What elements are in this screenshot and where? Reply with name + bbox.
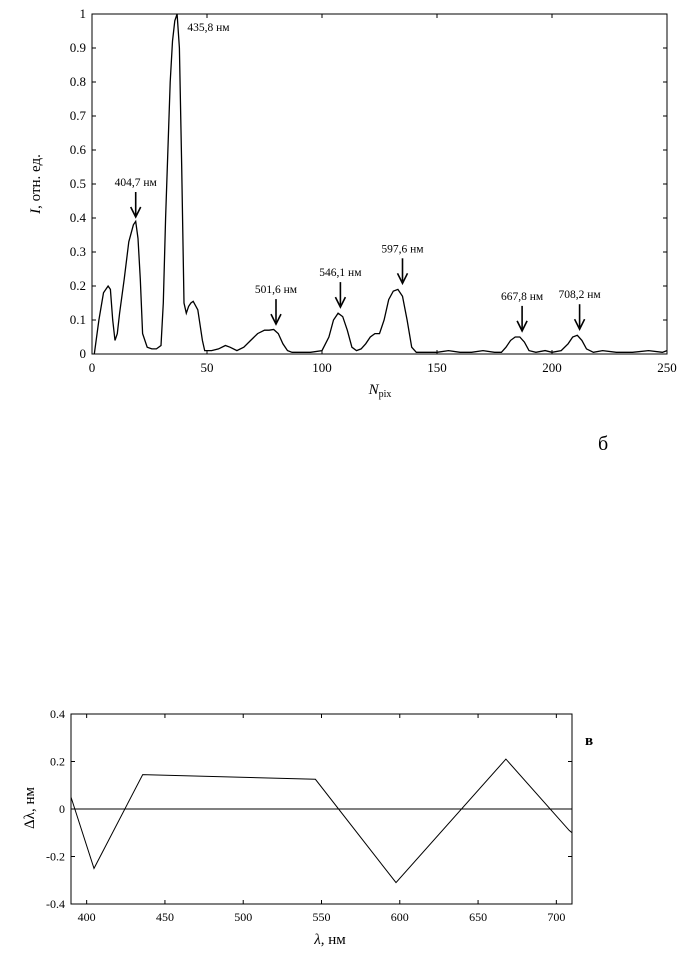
x-tick-label: 550 [313,910,331,924]
error-xlabel: λ, нм [313,932,346,948]
y-tick-label: 0 [59,802,65,816]
peak-label: 501,6 нм [255,284,298,296]
x-tick-label: 100 [312,360,332,375]
peak-label: 404,7 нм [115,177,158,189]
y-tick-label: 0.2 [70,278,86,293]
y-tick-label: 0.4 [50,707,65,721]
y-tick-label: -0.4 [46,897,65,911]
x-tick-label: 700 [547,910,565,924]
peak-label: 546,1 нм [319,267,362,279]
peak-arrow-head [334,296,347,309]
peak-arrow-head [573,318,586,331]
spectrum-ylabel: I, отн. ед. [28,154,44,215]
x-tick-label: 450 [156,910,174,924]
panel-label-b: б [598,433,608,455]
spectrum-xlabel: Npix [368,382,392,400]
y-tick-label: 0.8 [70,74,86,89]
x-tick-label: 150 [427,360,447,375]
error-ylabel: Δλ, нм [22,787,38,829]
peak-label: 597,6 нм [381,243,424,255]
y-tick-label: 0.4 [70,210,87,225]
x-tick-label: 500 [234,910,252,924]
peak-arrow-head [129,206,142,219]
peak-label: 708,2 нм [559,289,602,301]
peak-arrow-head [396,272,409,286]
y-tick-label: 0.6 [70,142,87,157]
x-tick-label: 50 [201,360,214,375]
x-tick-label: 400 [78,910,96,924]
y-tick-label: 0.9 [70,40,86,55]
y-tick-label: 1 [80,6,87,21]
y-tick-label: 0.1 [70,312,86,327]
x-tick-label: 0 [89,360,96,375]
x-tick-label: 200 [542,360,562,375]
spectrum-chart: 0 50 100 150 200 250 0 0.1 0.2 0.3 0.4 0.5 0.6 0.7 0.8… [28,6,677,455]
y-tick-label: 0.5 [70,176,86,191]
y-tick-label: -0.2 [46,850,65,864]
panel-label-v: в [585,733,593,749]
y-tick-label: 0.7 [70,108,87,123]
y-tick-label: 0 [80,346,87,361]
peak-label: 435,8 нм [187,22,230,34]
x-tick-label: 250 [657,360,677,375]
spectrum-plot-frame [91,13,668,355]
error-chart: 400 450 500 550 600 650 700 -0.4 -0.2 0 0.2 0.4 λ, … [22,707,593,948]
x-tick-label: 600 [391,910,409,924]
x-tick-label: 650 [469,910,487,924]
y-tick-label: 0.2 [50,755,65,769]
error-series-line [70,758,573,884]
peak-arrow-head [516,320,528,333]
spectrum-series-line [93,13,668,355]
peak-label: 667,8 нм [501,291,544,303]
y-tick-label: 0.3 [70,244,86,259]
peak-arrow-head [270,313,282,326]
